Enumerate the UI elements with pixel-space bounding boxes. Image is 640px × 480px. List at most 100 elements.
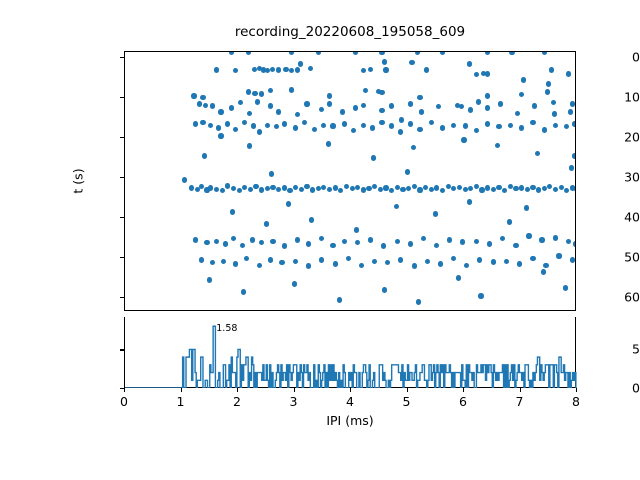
scatter-point <box>189 185 195 191</box>
scatter-point <box>246 110 252 116</box>
scatter-point <box>416 299 422 305</box>
scatter-point <box>241 289 247 295</box>
scatter-point <box>534 150 541 156</box>
scatter-point <box>229 209 235 215</box>
scatter-point <box>345 256 351 262</box>
scatter-point <box>475 99 481 105</box>
scatter-point <box>256 262 263 268</box>
scatter-point <box>281 243 287 249</box>
y-tick-mark <box>120 297 124 299</box>
scatter-point <box>286 201 292 207</box>
scatter-point <box>368 67 374 73</box>
scatter-point <box>343 183 350 189</box>
scatter-point <box>490 259 496 265</box>
scatter-point <box>433 211 439 217</box>
scatter-point <box>251 66 257 72</box>
x-tick-label: 1 <box>176 394 185 409</box>
scatter-point <box>297 61 303 67</box>
scatter-point <box>567 109 573 115</box>
scatter-point <box>422 185 429 191</box>
x-tick-mark <box>237 388 239 392</box>
scatter-point <box>291 281 298 287</box>
y-tick-label: 20 <box>624 129 640 145</box>
scatter-point <box>201 153 207 159</box>
scatter-point <box>287 187 293 193</box>
scatter-point <box>507 122 513 128</box>
scatter-point <box>410 144 416 150</box>
scatter-point <box>279 260 285 266</box>
scatter-point <box>200 120 206 126</box>
y-tick-mark <box>120 257 124 259</box>
scatter-point <box>351 128 357 134</box>
scatter-point <box>294 67 300 73</box>
histogram-trace <box>125 325 577 388</box>
scatter-point <box>260 67 267 73</box>
scatter-point <box>568 165 574 171</box>
scatter-point <box>332 261 338 267</box>
scatter-point <box>551 111 557 117</box>
scatter-point <box>247 187 254 193</box>
scatter-point <box>435 104 442 110</box>
scatter-point <box>382 59 388 65</box>
scatter-point <box>541 52 547 55</box>
scatter-point <box>319 257 325 263</box>
y-tick-mark <box>120 217 124 219</box>
scatter-point <box>519 92 525 98</box>
scatter-point <box>242 120 248 126</box>
scatter-point <box>213 186 220 192</box>
scatter-point <box>381 243 387 249</box>
scatter-point <box>389 123 395 129</box>
y-tick-mark <box>120 97 124 99</box>
x-tick-label: 4 <box>346 394 354 409</box>
histogram-axes <box>124 317 577 388</box>
scatter-point <box>270 184 276 190</box>
raster-plot-axes <box>124 51 576 311</box>
scatter-point <box>264 186 270 192</box>
scatter-point <box>198 257 204 263</box>
scatter-point <box>372 184 378 190</box>
scatter-point <box>259 240 265 246</box>
scatter-point <box>264 122 270 128</box>
scatter-point <box>552 235 559 241</box>
scatter-point <box>315 185 321 191</box>
scatter-point <box>193 121 199 127</box>
scatter-point <box>434 185 440 191</box>
scatter-point <box>371 155 377 161</box>
scatter-point <box>462 187 468 193</box>
scatter-point <box>202 102 208 108</box>
scatter-point <box>256 129 263 135</box>
scatter-point <box>319 106 325 112</box>
scatter-point <box>311 126 317 132</box>
scatter-point <box>400 187 406 193</box>
y-tick-label: 0 <box>632 49 640 65</box>
scatter-point <box>209 260 216 266</box>
scatter-point <box>352 52 359 55</box>
x-tick-mark <box>519 388 521 392</box>
scatter-point <box>273 124 279 130</box>
scatter-point <box>447 237 453 243</box>
scatter-point <box>498 101 504 107</box>
scatter-point <box>451 186 457 192</box>
scatter-point <box>369 125 376 131</box>
histogram-y-tick-mark <box>120 349 124 351</box>
scatter-point <box>535 187 542 193</box>
scatter-point <box>321 122 327 128</box>
scatter-point <box>451 122 457 128</box>
scatter-point <box>524 187 530 193</box>
scatter-point <box>283 66 289 72</box>
scatter-point <box>550 100 556 106</box>
scatter-point <box>243 256 250 262</box>
scatter-point <box>321 184 327 190</box>
scatter-point <box>341 121 347 127</box>
scatter-point <box>455 275 461 281</box>
y-tick-label: 30 <box>624 169 640 185</box>
scatter-point <box>228 105 234 111</box>
scatter-point <box>417 126 423 132</box>
scatter-point <box>411 184 417 190</box>
scatter-point <box>547 184 553 190</box>
scatter-point <box>259 187 265 193</box>
scatter-point <box>552 186 559 192</box>
scatter-point <box>515 110 521 116</box>
scatter-point <box>338 188 344 194</box>
scatter-point <box>569 101 575 107</box>
